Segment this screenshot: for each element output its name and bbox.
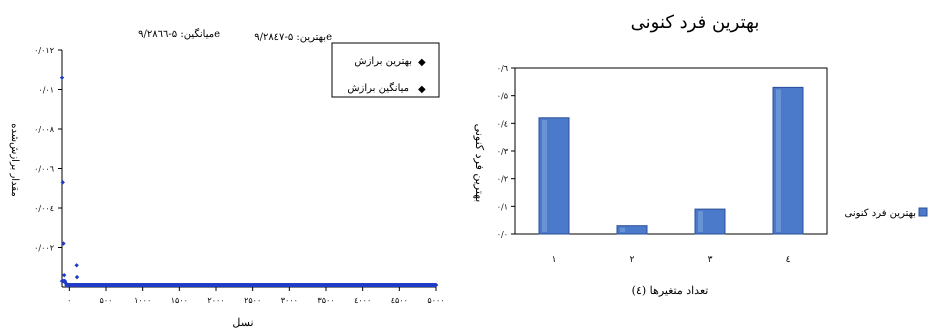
- bar-x-tick-label: ۳: [708, 255, 713, 265]
- mean-fitness-point: [103, 282, 109, 288]
- scatter-legend: بهترین برازش ◆ میانگین برازش ◆: [331, 42, 440, 98]
- scatter-legend-box: [331, 42, 440, 98]
- scatter-x-tick-label: ۱۵۰۰: [171, 296, 188, 305]
- scatter-y-tick-label: ۰/۰۰٦: [34, 165, 54, 174]
- bar-highlight: [698, 211, 703, 232]
- scatter-x-tick-label: ٤۵۰۰: [391, 296, 408, 305]
- bar-legend-label: بهترین فرد کنونی: [845, 208, 917, 219]
- scatter-x-axis-label: نسل: [232, 316, 253, 329]
- bar-series: [538, 86, 804, 235]
- mean-fitness-point: [140, 282, 145, 288]
- scatter-x-tick-label: ۲۰۰۰: [207, 296, 224, 305]
- bar-x-axis-label: تعداد متغیرها (٤): [632, 284, 709, 297]
- mean-fitness-point: [74, 263, 79, 268]
- mean-fitness-point: [360, 282, 365, 288]
- best-fitness-point: [74, 282, 79, 288]
- bar-x-tick-label: ۱: [552, 255, 557, 265]
- scatter-y-ticks: ۰/۰۰۲ ۰/۰۰٤ ۰/۰۰٦ ۰/۰۰۸ ۰/۰۱ ۰/۰۱۲: [34, 46, 62, 253]
- scatter-y-tick-label: ۰/۰۱۲: [34, 46, 54, 55]
- best-fitness-point: [67, 282, 72, 288]
- bar-y-tick-label: ۰/۱: [497, 202, 508, 211]
- scatter-y-axis-label: مقدار برازش‌شده: [9, 123, 20, 196]
- mean-fitness-point: [62, 278, 67, 284]
- bar-highlight: [620, 227, 625, 232]
- best-fitness-point: [61, 241, 66, 246]
- scatter-y-tick-label: ۰/۰۰۸: [34, 125, 55, 134]
- legend-best-fitness: بهترین برازش: [354, 56, 412, 67]
- mean-fitness-point: [74, 274, 80, 280]
- scatter-x-ticks: ۰ ۵۰۰ ۱۰۰۰ ۱۵۰۰ ۲۰۰۰ ۲۵۰۰ ۳۰۰۰ ۳۵۰۰ ٤۰۰۰ ٤۵۰۰ ۵۰۰۰: [67, 287, 445, 305]
- scatter-x-tick-label: ۱۰۰۰: [134, 296, 151, 305]
- bar-highlight: [542, 119, 547, 232]
- bar-y-tick-label: ۰/۰: [497, 230, 508, 239]
- scatter-y-tick-label: ۰/۰۱: [38, 86, 54, 95]
- scatter-x-tick-label: ۰: [67, 296, 71, 305]
- bar-highlight: [776, 89, 781, 232]
- bar-y-tick-label: ۰/۵: [497, 92, 508, 101]
- best-fitness-point: [60, 180, 65, 185]
- best-individual-bar-chart: بهترین فرد کنونی ۰/۰ ۰/۱ ۰/۲ ۰/۳ ۰/٤ ۰/۵ ۰/٦ ۱…: [473, 12, 928, 297]
- bar-2: [616, 225, 648, 235]
- mean-fitness-annotation: میانگین: ۵-۹/۲۸٦٦e: [138, 28, 220, 40]
- bar-x-ticks: ۱ ۲ ۳ ٤: [552, 255, 791, 265]
- fitness-scatter-chart: بهترین: ۵-۹/۲۸٤۷e میانگین: ۵-۹/۲۸٦٦e ۰/۰…: [9, 28, 445, 329]
- diamond-marker-icon: ◆: [418, 57, 426, 68]
- best-fitness-annotation: بهترین: ۵-۹/۲۸٤۷e: [254, 32, 332, 43]
- scatter-x-tick-label: ۵۰۰۰: [427, 296, 444, 305]
- mean-fitness-point: [213, 282, 219, 288]
- bar-y-tick-label: ۰/٦: [497, 64, 508, 73]
- bar-y-tick-label: ۰/۲: [497, 175, 508, 184]
- scatter-x-tick-label: ۳۰۰۰: [281, 296, 298, 305]
- bar-x-tick-label: ۲: [630, 255, 635, 265]
- scatter-x-tick-label: ۵۰۰: [100, 296, 113, 305]
- scatter-x-tick-label: ۲۵۰۰: [244, 296, 261, 305]
- bar-y-tick-label: ۰/۳: [497, 147, 509, 156]
- scatter-x-tick-label: ۳۵۰۰: [317, 296, 334, 305]
- best-fitness-point: [59, 75, 65, 80]
- bar-chart-title: بهترین فرد کنونی: [631, 12, 760, 33]
- mean-fitness-point: [433, 282, 439, 288]
- scatter-x-tick-label: ٤۰۰۰: [354, 296, 371, 305]
- bar-y-ticks: ۰/۰ ۰/۱ ۰/۲ ۰/۳ ۰/٤ ۰/۵ ۰/٦: [497, 64, 515, 239]
- converged-fitness-band: [66, 283, 437, 288]
- best-fitness-point: [62, 272, 67, 278]
- diamond-marker-icon: ◆: [418, 84, 426, 95]
- bar-legend: بهترین فرد کنونی: [845, 207, 928, 219]
- bar-legend-swatch: [918, 207, 928, 217]
- scatter-y-tick-label: ۰/۰۰٤: [34, 204, 54, 213]
- scatter-y-tick-label: ۰/۰۰۲: [34, 244, 54, 253]
- bar-x-tick-label: ٤: [786, 255, 791, 265]
- legend-mean-fitness: میانگین برازش: [347, 82, 409, 94]
- scatter-points: [59, 75, 439, 288]
- mean-fitness-point: [287, 282, 292, 288]
- bar-y-tick-label: ۰/٤: [497, 119, 508, 128]
- bar-y-axis-label: بهترین فرد کنونی: [473, 124, 486, 203]
